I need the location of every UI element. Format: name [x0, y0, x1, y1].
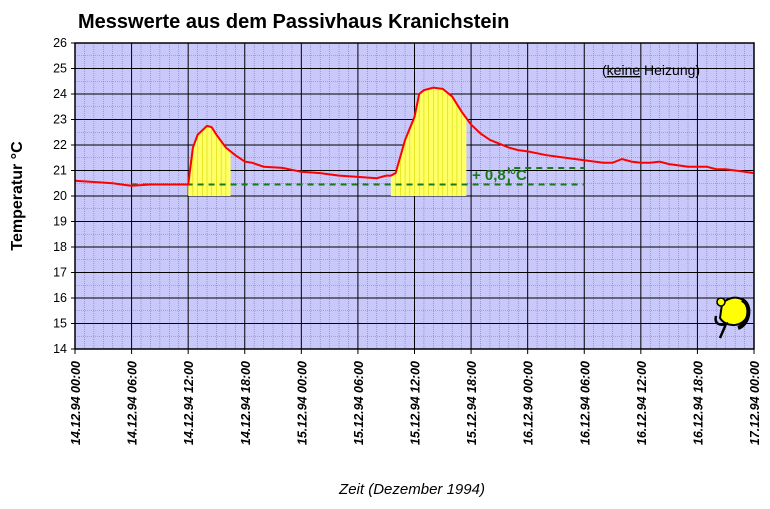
x-tick-label: 17.12.94 00:00 [748, 361, 762, 445]
x-tick-label: 14.12.94 18:00 [239, 361, 253, 445]
highlight-region-1 [188, 125, 231, 196]
y-tick-label: 17 [53, 266, 67, 280]
x-tick-label: 15.12.94 12:00 [409, 361, 423, 445]
x-tick-label: 16.12.94 06:00 [578, 361, 592, 445]
y-tick-label: 18 [53, 240, 67, 254]
x-tick-label: 16.12.94 00:00 [522, 361, 536, 445]
y-tick-label: 15 [53, 317, 67, 331]
x-tick-label: 15.12.94 06:00 [352, 361, 366, 445]
y-tick-label: 21 [53, 164, 67, 178]
y-tick-label: 26 [53, 36, 67, 50]
heizung-note: (keine Heizung) [602, 62, 700, 78]
x-tick-label: 16.12.94 12:00 [635, 361, 649, 445]
series-line-temperatur [74, 86, 755, 187]
x-tick-label: 14.12.94 06:00 [126, 361, 140, 445]
y-axis-ticks: 14 15 16 17 18 19 20 21 22 23 24 25 26 [53, 36, 75, 356]
y-tick-label: 22 [53, 138, 67, 152]
passivhaus-logo-icon [714, 296, 751, 339]
x-tick-label: 15.12.94 00:00 [295, 361, 309, 445]
x-tick-label: 14.12.94 00:00 [69, 361, 83, 445]
step-line [507, 166, 585, 185]
y-tick-label: 14 [53, 342, 67, 356]
y-axis-label: Temperatur °C [9, 141, 26, 251]
baseline [131, 166, 585, 186]
x-axis-ticks: 14.12.94 00:00 14.12.94 06:00 14.12.94 12:… [69, 349, 762, 445]
plus-annotation: + 0,8 °C [472, 167, 527, 184]
x-tick-label: 14.12.94 12:00 [182, 361, 196, 445]
y-tick-label: 19 [53, 215, 67, 229]
chart-title: Messwerte aus dem Passivhaus Kranichstei… [78, 11, 509, 33]
y-tick-label: 25 [53, 62, 67, 76]
y-tick-label: 24 [53, 87, 67, 101]
x-axis-label: Zeit (Dezember 1994) [338, 481, 485, 498]
x-tick-label: 16.12.94 18:00 [691, 361, 705, 445]
x-tick-label: 15.12.94 18:00 [465, 361, 479, 445]
y-tick-label: 20 [53, 189, 67, 203]
y-tick-label: 16 [53, 291, 67, 305]
y-tick-label: 23 [53, 113, 67, 127]
keine-underlined: keine [607, 62, 641, 78]
